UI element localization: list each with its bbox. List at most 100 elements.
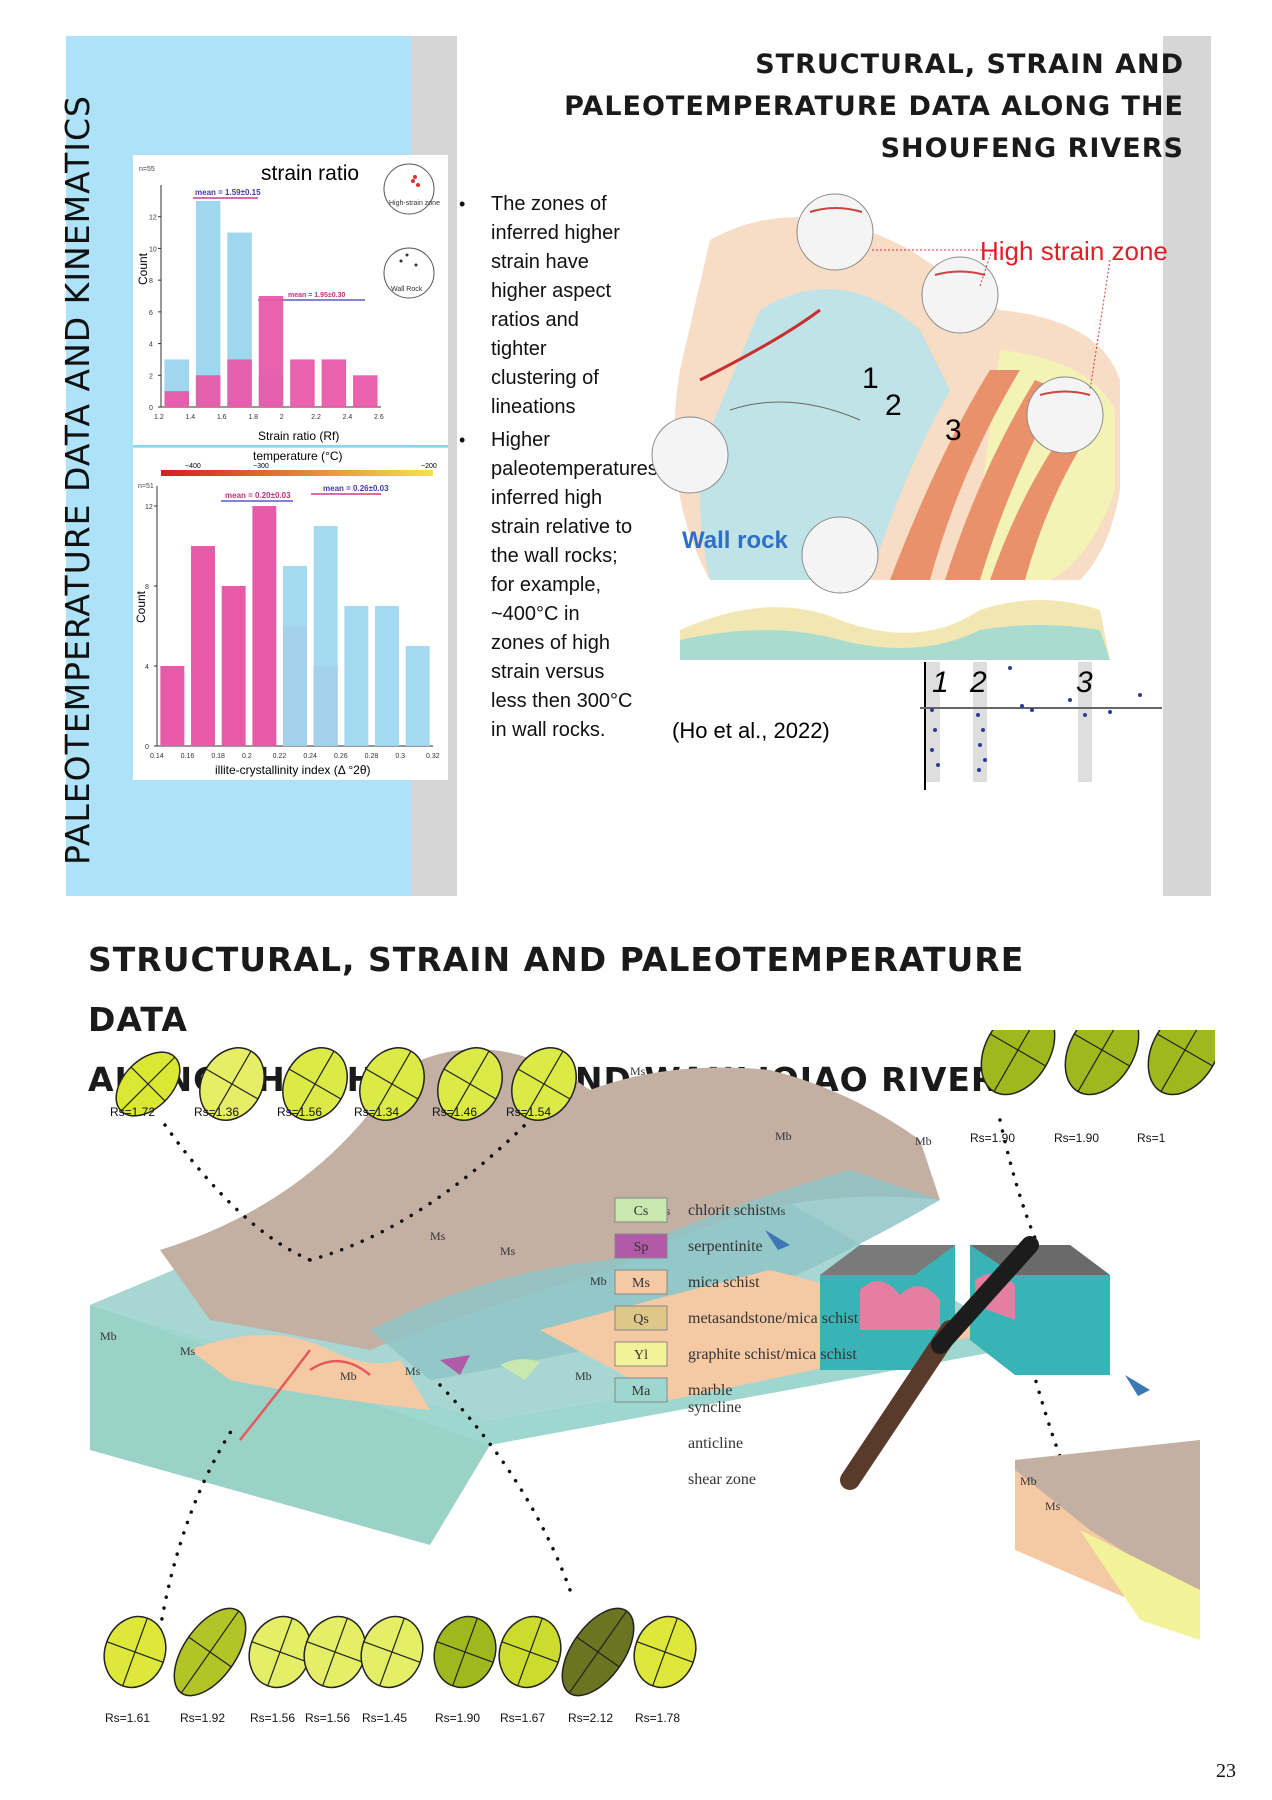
x-tick-label: 0.2 — [242, 753, 252, 760]
x-axis-label: Strain ratio (Rf) — [258, 429, 339, 443]
histogram-bar — [164, 391, 189, 407]
histogram-bar — [344, 606, 369, 746]
inset-number: 1 — [932, 666, 949, 699]
x-tick-label: 0.24 — [303, 753, 317, 760]
ellipse-label: Rs=1.90 — [970, 1131, 1015, 1145]
stereonet-icon — [801, 516, 879, 594]
chart-separator — [133, 445, 448, 447]
inset-highlight — [926, 662, 940, 782]
stereonet-arc — [809, 207, 863, 213]
inset-highlight — [1078, 662, 1092, 782]
strain-ellipse — [498, 1615, 562, 1689]
sample-count: n=51 — [138, 483, 154, 490]
y-axis-label: Count — [134, 590, 148, 623]
strain-ellipses: Rs=1.72 Rs=1.36 Rs=1.56 Rs=1.34 Rs=1.46 Rs=1.… — [103, 1030, 1215, 1725]
right-block-yl — [1080, 1530, 1200, 1640]
unit-label: Mb — [590, 1274, 607, 1288]
ellipse-label: Rs=1.56 — [250, 1711, 295, 1725]
strain-ellipse — [359, 1047, 425, 1121]
stereonet-high-label: High-strain zone — [389, 200, 440, 207]
chlorite-body — [500, 1359, 540, 1380]
x-axis-label: illite-crystallinity index (Δ °2θ) — [215, 763, 371, 777]
x-tick-label: 2.6 — [374, 414, 384, 421]
temp-tick: ~300 — [253, 463, 269, 470]
high-strain-label: High strain zone — [980, 236, 1168, 266]
leader-line — [1089, 259, 1111, 391]
ellipse-label: Rs=1.78 — [635, 1711, 680, 1725]
mean-high-label: mean = 1.59±0.15 — [195, 188, 261, 197]
legend-swatch — [614, 1341, 668, 1367]
stereonet-arc — [1039, 390, 1091, 396]
x-tick-label: 2.2 — [311, 414, 321, 421]
y-tick-label: 4 — [149, 342, 153, 349]
x-tick-label: 1.4 — [185, 414, 195, 421]
unit-label: Mb — [100, 1329, 117, 1343]
y-tick-label: 8 — [149, 278, 153, 285]
x-tick-label: 0.14 — [150, 753, 164, 760]
unit-label: Ms — [430, 1229, 446, 1243]
right-strip — [1163, 36, 1211, 896]
terrain — [160, 1049, 940, 1350]
stereonet-icon — [651, 416, 729, 494]
legend-swatch — [614, 1377, 668, 1403]
histogram-bar — [353, 375, 378, 407]
histogram-bar — [160, 666, 185, 746]
zone-number: 3 — [945, 414, 962, 447]
x-tick-label: 0.32 — [426, 753, 440, 760]
strain-ellipse — [360, 1615, 424, 1689]
ic-plot-area: 0.14 0.16 0.18 0.2 0.22 0.24 0.26 0.28 0.3 0.32 0 4… — [145, 486, 440, 760]
unit-label: Mb — [1020, 1474, 1037, 1488]
ellipse-label: Rs=1 — [1137, 1131, 1166, 1145]
legend-label: chlorit schist — [688, 1202, 771, 1219]
inset-number: 3 — [1076, 666, 1093, 699]
x-tick-label: 0.22 — [273, 753, 287, 760]
x-tick-label: 2 — [280, 414, 284, 421]
strain-ellipse — [103, 1615, 167, 1689]
y-axis-label: Count — [136, 252, 150, 285]
unit-label: Mb — [915, 1134, 932, 1148]
legend-swatch — [614, 1269, 668, 1295]
unit-label: Ms — [500, 1244, 516, 1258]
x-tick-label: 2.4 — [343, 414, 353, 421]
bottom-title-line: STRUCTURAL, STRAIN AND PALEOTEMPERATURE … — [88, 940, 1025, 1039]
side-title: PALEOTEMPERATURE DATA AND KINEMATICS — [58, 95, 97, 865]
zone-number: 2 — [885, 389, 902, 422]
stereonet-icon — [1026, 376, 1104, 454]
strain-ellipse — [980, 1030, 1056, 1096]
ellipse-label: Rs=1.36 — [194, 1105, 239, 1119]
top-title-line: STRUCTURAL, STRAIN AND — [755, 49, 1184, 80]
y-tick-label: 0 — [149, 405, 153, 412]
inset-highlight — [973, 662, 987, 782]
ellipse-label: Rs=1.54 — [506, 1105, 551, 1119]
x-tick-label: 0.26 — [334, 753, 348, 760]
strain-ellipse — [561, 1607, 635, 1697]
legend-label: syncline — [688, 1399, 741, 1416]
ms-zone — [190, 1335, 430, 1410]
contour-line — [729, 401, 861, 421]
legend-label: marble — [688, 1382, 732, 1399]
y-tick-label: 2 — [149, 373, 153, 380]
stereonet-icon — [921, 256, 999, 334]
legend-swatch — [614, 1233, 668, 1259]
stereonet-wall-label: Wall Rock — [391, 286, 423, 293]
bullet-list: The zones of inferred higher strain have… — [455, 190, 658, 749]
shear-zone-line — [239, 1349, 311, 1441]
stereonet-high — [383, 163, 435, 215]
legend-swatch — [614, 1197, 668, 1223]
leader-dots — [308, 1118, 532, 1262]
block-diagram: Mb Ms Mb Ms Mb Ms Mb Ms Mb Ms Ms Mb Ms M… — [90, 1030, 1215, 1725]
unit-label: Mb — [340, 1369, 357, 1383]
block-left-face — [90, 1305, 490, 1545]
strain-ratio-chart: strain ratio n=55 mean = 1.59±0.15 mean … — [133, 155, 448, 445]
x-tick-label: 0.18 — [211, 753, 225, 760]
top-title-line: SHOUFENG RIVERS — [880, 133, 1184, 164]
unit-label: Ms — [770, 1204, 786, 1218]
y-tick-label: 0 — [145, 744, 149, 751]
temperature-label: temperature (°C) — [253, 449, 343, 463]
ellipse-label: Rs=1.67 — [500, 1711, 545, 1725]
legend-label: serpentinite — [688, 1238, 763, 1255]
leader-dots — [438, 1383, 572, 1592]
histogram-bar — [375, 606, 399, 746]
strain-ellipse — [1064, 1030, 1140, 1096]
fault-line — [699, 308, 821, 382]
